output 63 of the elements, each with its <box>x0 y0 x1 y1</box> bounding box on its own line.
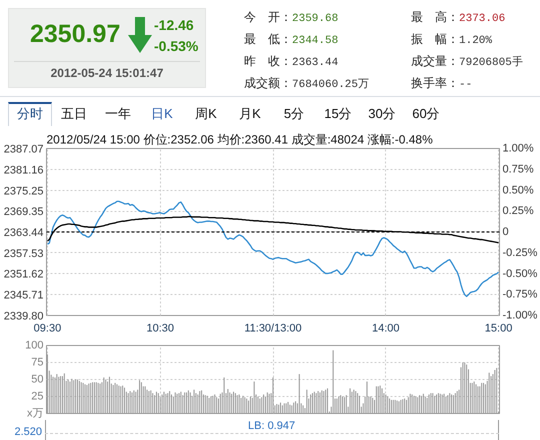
category-label: 60分 <box>411 105 441 122</box>
y2-tick-label: 0.25% <box>502 205 534 218</box>
text: 成交量： <box>411 54 459 68</box>
category-label: 日K <box>150 105 174 122</box>
text: LB: 0.947 <box>248 420 296 433</box>
category-label: 五日 <box>60 105 88 122</box>
x-tick-label: 09:30 <box>34 322 62 334</box>
y2-tick-label: 0.75% <box>502 163 534 176</box>
text: -- <box>459 79 472 91</box>
category-label: 5分 <box>282 105 306 122</box>
chart-title: 2012/05/24 15:00 价位:2352.06 均价:2360.41 成交量:48024 涨幅:-0.48% <box>46 132 434 146</box>
y-tick-label: 100 <box>25 340 44 352</box>
y-tick-label: 2375.25 <box>4 185 44 198</box>
category-label: 月K <box>238 105 262 122</box>
text: 振 幅： <box>411 32 459 46</box>
text: 2350.97 <box>30 19 120 49</box>
y-tick-label: 25 <box>31 390 44 402</box>
line-series <box>46 200 500 298</box>
y2-tick-label: -1.00% <box>502 310 538 322</box>
category-label: 周K <box>194 105 218 122</box>
y2-tick-label: 0 <box>502 226 509 238</box>
text: 79206805手 <box>459 57 523 69</box>
y-tick-label: x万 <box>27 408 44 420</box>
y-tick-label: 2363.44 <box>4 226 44 239</box>
x-tick-label: 11:30/13:00 <box>244 322 302 334</box>
text: 最 低： <box>244 32 292 46</box>
y-tick-label: 2381.16 <box>4 164 44 176</box>
text: 2344.58 <box>292 35 338 47</box>
text: -12.46 <box>154 16 194 34</box>
text: 7684060.25万 <box>292 79 370 91</box>
y-tick-label: 50 <box>31 374 44 386</box>
text: 2363.44 <box>292 57 338 69</box>
y2-tick-label: -0.25% <box>502 246 538 259</box>
y-tick-label: 2345.71 <box>4 290 44 302</box>
text: -0.53% <box>154 37 198 55</box>
y-tick-label: 2339.80 <box>4 310 44 322</box>
text: 换手率： <box>411 76 459 90</box>
category-label: 分时 <box>16 105 44 122</box>
y2-tick-label: -0.50% <box>502 268 538 280</box>
line-series <box>46 216 500 244</box>
text: 2012-05-24 15:01:47 <box>50 65 164 81</box>
text: 2.520 <box>13 426 42 439</box>
text: 1.20% <box>459 35 492 47</box>
text: 成交额： <box>244 76 292 90</box>
y2-tick-label: 0.50% <box>502 184 534 196</box>
text: 昨 收： <box>244 54 292 68</box>
x-tick-label: 10:30 <box>146 322 174 334</box>
x-tick-label: 14:00 <box>372 322 400 334</box>
category-label: 15分 <box>323 105 353 122</box>
y-tick-label: 75 <box>31 356 44 368</box>
text: 今 开： <box>244 10 292 24</box>
text: 最 高： <box>411 10 459 24</box>
text: 2373.06 <box>459 13 506 25</box>
y-tick-label: 2387.07 <box>4 144 44 156</box>
category-label: 30分 <box>367 105 397 122</box>
category-label: 一年 <box>104 105 132 122</box>
y-tick-label: 2351.62 <box>4 268 44 281</box>
y2-tick-label: 1.00% <box>502 142 534 154</box>
y2-tick-label: -0.75% <box>502 288 538 301</box>
y-tick-label: 2357.53 <box>4 248 44 260</box>
x-tick-label: 15:00 <box>484 322 512 334</box>
text: 2359.68 <box>292 13 338 25</box>
y-tick-label: 2369.35 <box>4 206 44 218</box>
